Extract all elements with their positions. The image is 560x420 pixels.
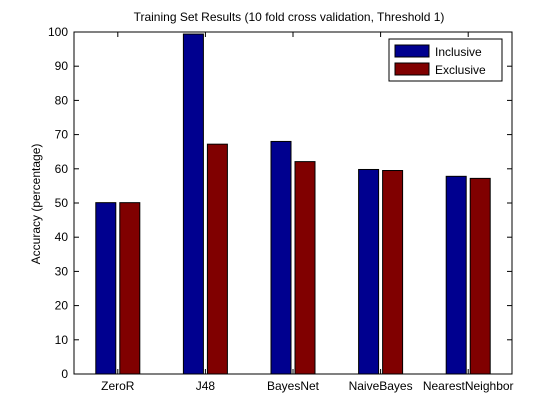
y-tick-label: 40 xyxy=(55,230,69,244)
bar-exclusive-j48 xyxy=(206,143,228,375)
legend: Inclusive Exclusive xyxy=(388,38,503,82)
x-tick-label-naivebayes: NaiveBayes xyxy=(349,379,413,393)
plot-area: 0 10 20 30 40 50 60 70 80 90 100 ZeroR J48 BayesNet Na… xyxy=(48,25,514,393)
y-axis-title: Accuracy (percentage) xyxy=(29,144,43,265)
x-tick-label-bayesnet: BayesNet xyxy=(267,379,320,393)
bar-exclusive-zeror xyxy=(119,202,141,375)
chart-title: Training Set Results (10 fold cross vali… xyxy=(134,10,445,24)
y-tick-label: 60 xyxy=(55,162,69,176)
legend-swatch-exclusive xyxy=(394,62,430,76)
bar-inclusive-zeror xyxy=(95,202,117,375)
x-tick-label-j48: J48 xyxy=(196,379,216,393)
y-tick-label: 0 xyxy=(61,367,68,381)
y-tick-label: 10 xyxy=(55,333,69,347)
y-tick-label: 50 xyxy=(55,196,69,210)
bar-exclusive-bayesnet xyxy=(294,161,316,375)
legend-label-exclusive: Exclusive xyxy=(435,63,486,77)
legend-label-inclusive: Inclusive xyxy=(435,45,482,59)
y-tick-label: 80 xyxy=(55,93,69,107)
y-tick-label: 100 xyxy=(48,25,68,39)
bar-inclusive-nearestneighbor xyxy=(445,175,467,375)
legend-swatch-inclusive xyxy=(394,44,430,58)
y-tick-label: 90 xyxy=(55,59,69,73)
bar-exclusive-naivebayes xyxy=(382,170,404,375)
y-tick-label: 70 xyxy=(55,128,69,142)
bar-inclusive-naivebayes xyxy=(358,168,380,375)
x-tick-label-nearestneighbor: NearestNeighbor xyxy=(423,379,514,393)
y-tick-label: 30 xyxy=(55,264,69,278)
x-tick-label-zeror: ZeroR xyxy=(101,379,135,393)
y-tick-label: 20 xyxy=(55,299,69,313)
bar-inclusive-j48 xyxy=(182,33,204,375)
bar-exclusive-nearestneighbor xyxy=(469,177,491,375)
bar-inclusive-bayesnet xyxy=(270,140,292,375)
